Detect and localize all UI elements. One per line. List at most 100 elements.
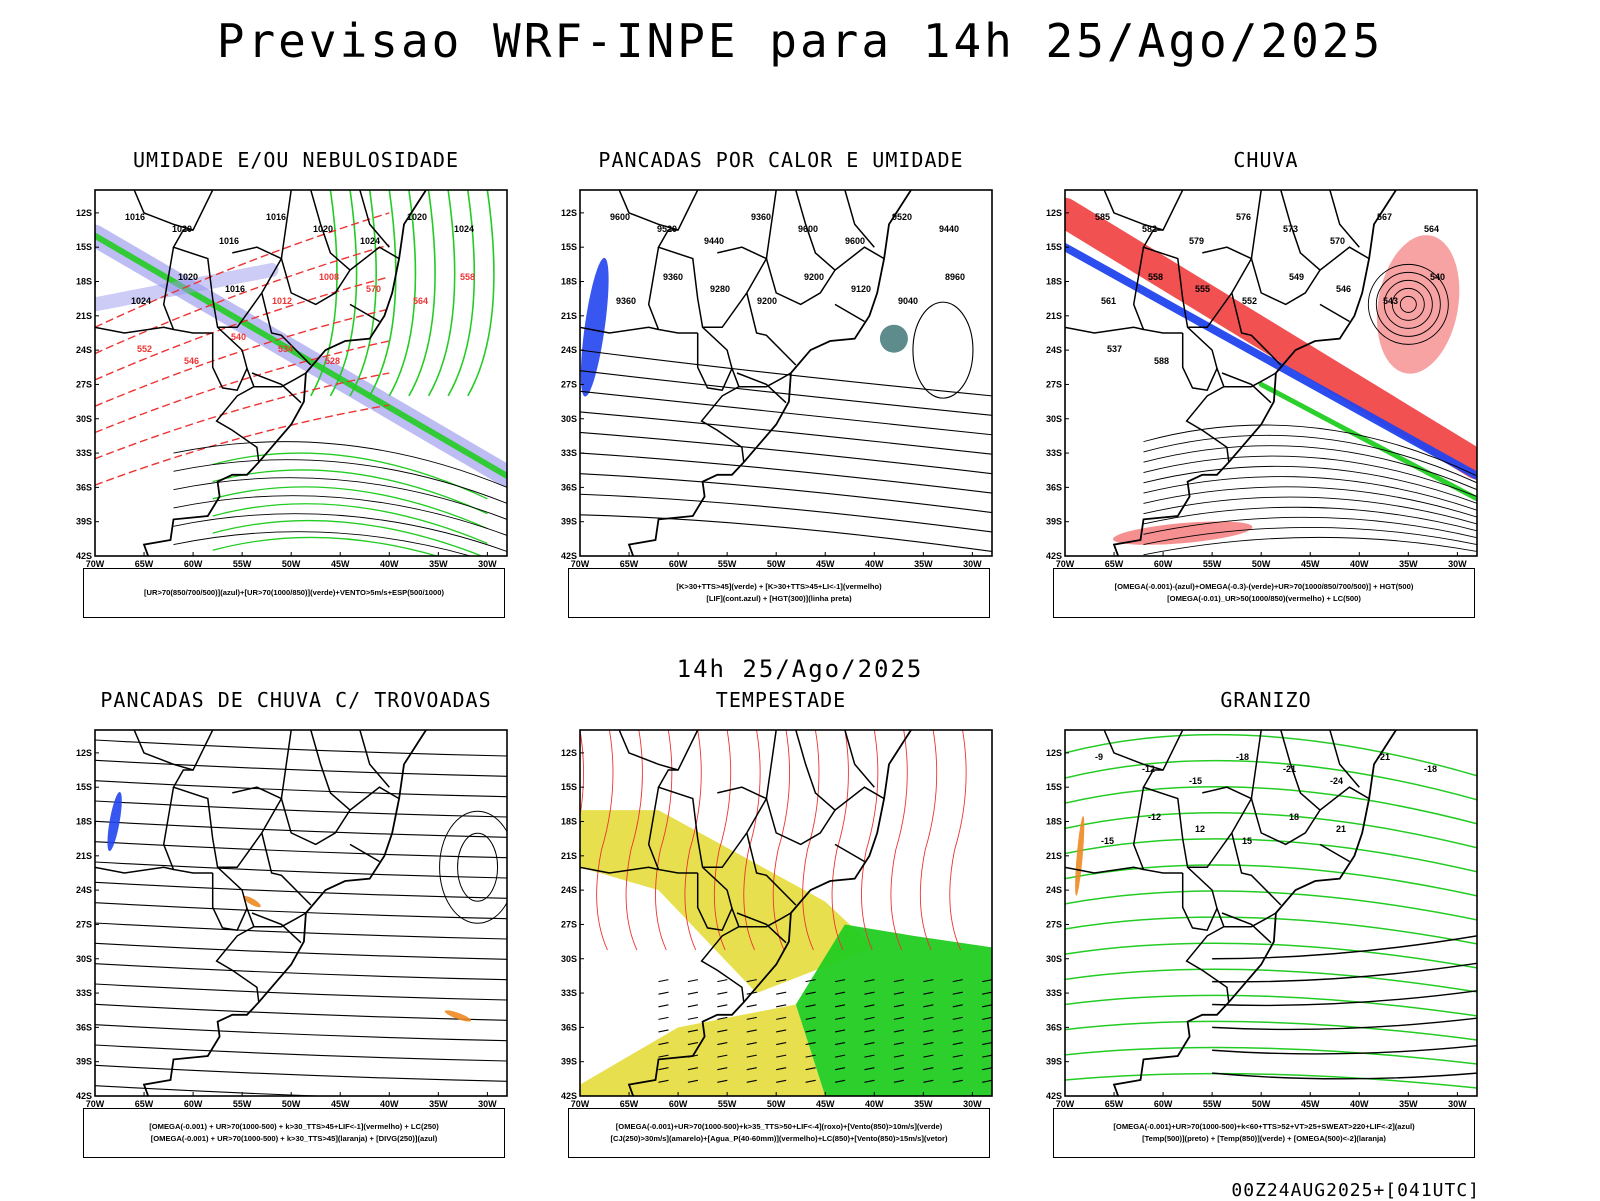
lon-tick-label: 40W: [1350, 1099, 1369, 1109]
contour-label: 528: [325, 356, 340, 366]
legend-line: [CJ(250)>30m/s](amarelo)+[Agua_P(40-60mm…: [610, 1134, 948, 1143]
panel-title-pancadas-calor: PANCADAS POR CALOR E UMIDADE: [598, 148, 964, 172]
contour-label: 9200: [757, 296, 777, 306]
panel-title-umidade: UMIDADE E/OU NEBULOSIDADE: [132, 148, 460, 172]
contour-label: 549: [1289, 272, 1304, 282]
contour-label: 1020: [313, 224, 333, 234]
lon-tick-label: 50W: [282, 559, 301, 569]
lon-tick-label: 35W: [1399, 1099, 1418, 1109]
legend-line: [UR>70(850/700/500)](azul)+[UR>70(1000/8…: [144, 588, 444, 597]
panel-title-trovoadas: PANCADAS DE CHUVA C/ TROVOADAS: [100, 688, 492, 712]
legend-line: [OMEGA(-0.001)-(azul)+OMEGA(-0.3)-(verde…: [1114, 582, 1414, 591]
lat-tick-label: 42S: [76, 551, 92, 561]
lat-tick-label: 27S: [76, 379, 92, 389]
lat-tick-label: 24S: [561, 885, 577, 895]
contour-label: 12: [1195, 824, 1205, 834]
lon-tick-label: 65W: [620, 1099, 639, 1109]
legend-trovoadas: [OMEGA(-0.001) + UR>70(1000-500) + k>30_…: [83, 1108, 505, 1158]
contour-label: 546: [1336, 284, 1351, 294]
contour-label: 555: [1195, 284, 1210, 294]
lon-tick-label: 70W: [86, 1099, 105, 1109]
legend-granizo: [OMEGA(-0.001)+UR>70(1000-500)+k<60+TTS>…: [1053, 1108, 1475, 1158]
lon-tick-label: 40W: [1350, 559, 1369, 569]
contour-label: 9520: [892, 212, 912, 222]
legend-line: [Temp(500)](preto) + [Temp(850)](verde) …: [1142, 1134, 1386, 1143]
contour-label: 567: [1377, 212, 1392, 222]
contour-label: -18: [1424, 764, 1437, 774]
panel-tempestade: TEMPESTADE 12S 15S 18S 21S 24S 27S 30S 33S 36S 39S…: [546, 688, 1016, 1168]
contour-label: 18: [1289, 812, 1299, 822]
lat-tick-label: 39S: [1046, 517, 1062, 527]
lon-tick-label: 40W: [380, 1099, 399, 1109]
contour-label: -12: [1148, 812, 1161, 822]
lon-tick-label: 60W: [669, 1099, 688, 1109]
contour-label: 1012: [272, 296, 292, 306]
legend-line: [OMEGA(-0.001)+UR>70(1000-500)+k>35_TTS>…: [615, 1122, 943, 1131]
contour-label: 9280: [710, 284, 730, 294]
lon-tick-label: 50W: [767, 559, 786, 569]
lon-tick-label: 60W: [669, 559, 688, 569]
lat-tick-label: 33S: [76, 448, 92, 458]
map-umidade: 1016 1020 1016 1016 1020 1024 1020 1024 1024 1020…: [76, 189, 508, 569]
lon-tick-label: 35W: [914, 559, 933, 569]
lon-tick-label: 55W: [718, 1099, 737, 1109]
lon-tick-label: 45W: [1301, 559, 1320, 569]
lat-tick-label: 18S: [561, 817, 577, 827]
lon-tick-label: 60W: [184, 559, 203, 569]
lat-tick-label: 18S: [1046, 277, 1062, 287]
lat-tick-label: 39S: [1046, 1057, 1062, 1067]
contour-label: -24: [1330, 776, 1343, 786]
lon-tick-label: 70W: [86, 559, 105, 569]
lat-tick-label: 21S: [1046, 311, 1062, 321]
map-chuva: 585 582 579 576 573 570 567 564 561 558 555 552 549 5…: [1046, 189, 1478, 569]
lon-tick-label: 45W: [816, 559, 835, 569]
contour-label: 1020: [178, 272, 198, 282]
contour-label: 534: [278, 344, 293, 354]
panel-umidade: UMIDADE E/OU NEBULOSIDADE 1016 1020 1016 101…: [61, 148, 531, 628]
legend-line: [OMEGA(-0.001) + UR>70(1000-500) + k>30_…: [150, 1134, 438, 1143]
contour-label: -12: [1142, 764, 1155, 774]
lat-tick-label: 42S: [1046, 1091, 1062, 1101]
contour-label: 1016: [225, 284, 245, 294]
lon-tick-label: 50W: [1252, 1099, 1271, 1109]
contour-label: 21: [1336, 824, 1346, 834]
lon-tick-label: 30W: [1448, 559, 1467, 569]
lon-tick-label: 55W: [233, 1099, 252, 1109]
lat-tick-label: 36S: [76, 482, 92, 492]
lat-tick-label: 27S: [1046, 379, 1062, 389]
contour-label: 9520: [657, 224, 677, 234]
lon-tick-label: 55W: [718, 559, 737, 569]
contour-label: 9440: [939, 224, 959, 234]
legend-line: [OMEGA(-0.01)_UR>50(1000/850)(vermelho) …: [1167, 594, 1361, 603]
contour-label: 9360: [616, 296, 636, 306]
lat-tick-label: 12S: [561, 748, 577, 758]
contour-label: 9360: [663, 272, 683, 282]
lat-tick-label: 24S: [1046, 885, 1062, 895]
lon-tick-label: 70W: [571, 1099, 590, 1109]
contour-label: 588: [1154, 356, 1169, 366]
lat-tick-label: 15S: [1046, 242, 1062, 252]
valid-time-subtitle: 14h 25/Ago/2025: [676, 655, 924, 683]
contour-label: -9: [1095, 752, 1103, 762]
lon-tick-label: 45W: [1301, 1099, 1320, 1109]
contour-label: 15: [1242, 836, 1252, 846]
lon-tick-label: 30W: [478, 1099, 497, 1109]
contour-label: 1016: [266, 212, 286, 222]
lon-tick-label: 60W: [1154, 559, 1173, 569]
contour-label: -21: [1377, 752, 1390, 762]
lat-tick-label: 21S: [1046, 851, 1062, 861]
contour-label: 564: [413, 296, 428, 306]
contour-label: 573: [1283, 224, 1298, 234]
contour-label: 585: [1095, 212, 1110, 222]
lon-tick-label: 30W: [478, 559, 497, 569]
contour-label: 558: [1148, 272, 1163, 282]
lon-tick-label: 35W: [429, 559, 448, 569]
contour-label: -15: [1189, 776, 1202, 786]
lat-tick-label: 12S: [1046, 208, 1062, 218]
lat-tick-label: 36S: [76, 1022, 92, 1032]
lon-tick-label: 65W: [135, 1099, 154, 1109]
lat-tick-label: 12S: [76, 748, 92, 758]
lat-tick-label: 24S: [76, 345, 92, 355]
panel-title-granizo: GRANIZO: [1220, 688, 1312, 712]
